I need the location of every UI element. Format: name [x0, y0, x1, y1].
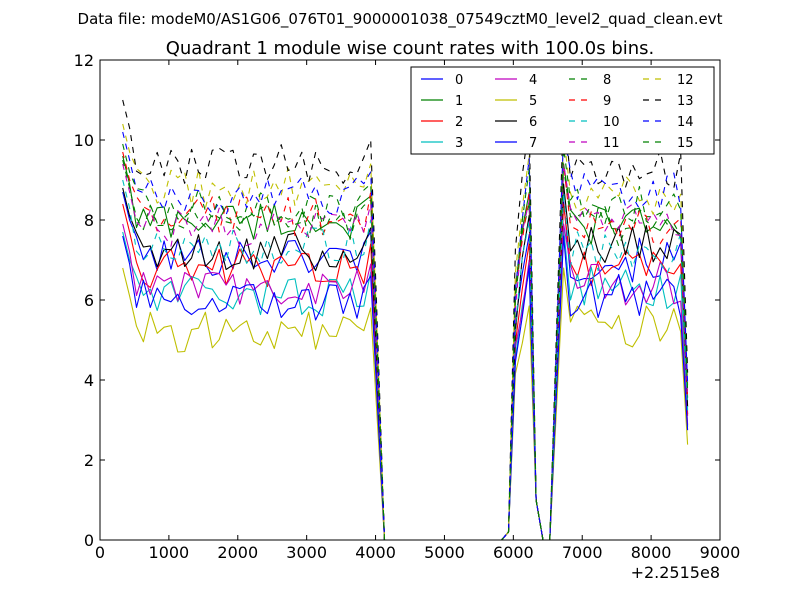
y-tick-label: 2: [84, 451, 94, 470]
series-line-4: [122, 223, 689, 540]
x-tick-label: 5000: [424, 543, 465, 562]
series-line-0: [122, 191, 689, 540]
x-tick-label: 2000: [217, 543, 258, 562]
series-line-7: [122, 235, 689, 540]
legend-label-0: 0: [455, 73, 463, 88]
figure-suptitle: Data file: modeM0/AS1G06_076T01_90000010…: [78, 10, 723, 29]
y-tick-label: 0: [84, 531, 94, 550]
x-tick-label: 8000: [631, 543, 672, 562]
legend-label-13: 13: [677, 94, 694, 109]
axis-ticks: 0 1000 2000 3000 4000 5000 6000 7000 8000 9000 0 2 4…: [74, 51, 741, 562]
series-layer: [122, 99, 689, 540]
legend-label-5: 5: [529, 94, 537, 109]
legend-label-3: 3: [455, 136, 463, 151]
legend-label-10: 10: [603, 115, 620, 130]
series-line-11: [122, 163, 689, 540]
legend-box: [410, 66, 715, 155]
y-tick-label: 6: [84, 291, 94, 310]
y-tick-label: 4: [84, 371, 94, 390]
x-tick-label: 0: [95, 543, 105, 562]
legend-label-2: 2: [455, 115, 463, 130]
legend-label-7: 7: [529, 136, 537, 151]
y-tick-label: 10: [74, 131, 94, 150]
legend-label-4: 4: [529, 73, 537, 88]
legend-label-9: 9: [603, 94, 611, 109]
x-offset-label: +2.2515e8: [631, 563, 720, 582]
series-line-10: [122, 179, 689, 540]
legend-label-14: 14: [677, 115, 694, 130]
chart-title: Quadrant 1 module wise count rates with …: [166, 38, 655, 59]
series-line-9: [122, 151, 689, 540]
series-line-12: [122, 123, 689, 540]
series-line-3: [122, 227, 689, 540]
series-line-13: [122, 99, 689, 540]
x-tick-label: 1000: [149, 543, 190, 562]
series-line-1: [122, 155, 689, 540]
legend-label-1: 1: [455, 94, 463, 109]
series-line-6: [122, 183, 689, 540]
series-line-15: [122, 143, 689, 540]
series-line-5: [122, 267, 689, 540]
series-line-2: [122, 203, 689, 540]
legend-label-11: 11: [603, 136, 620, 151]
x-tick-label: 3000: [286, 543, 327, 562]
y-tick-label: 12: [74, 51, 94, 70]
x-tick-label: 9000: [700, 543, 741, 562]
x-tick-label: 4000: [355, 543, 396, 562]
legend-label-8: 8: [603, 73, 611, 88]
series-line-14: [122, 131, 689, 540]
legend-label-15: 15: [677, 136, 694, 151]
legend-label-12: 12: [677, 73, 694, 88]
x-tick-label: 6000: [493, 543, 534, 562]
x-tick-label: 7000: [562, 543, 603, 562]
legend-label-6: 6: [529, 115, 537, 130]
y-tick-label: 8: [84, 211, 94, 230]
